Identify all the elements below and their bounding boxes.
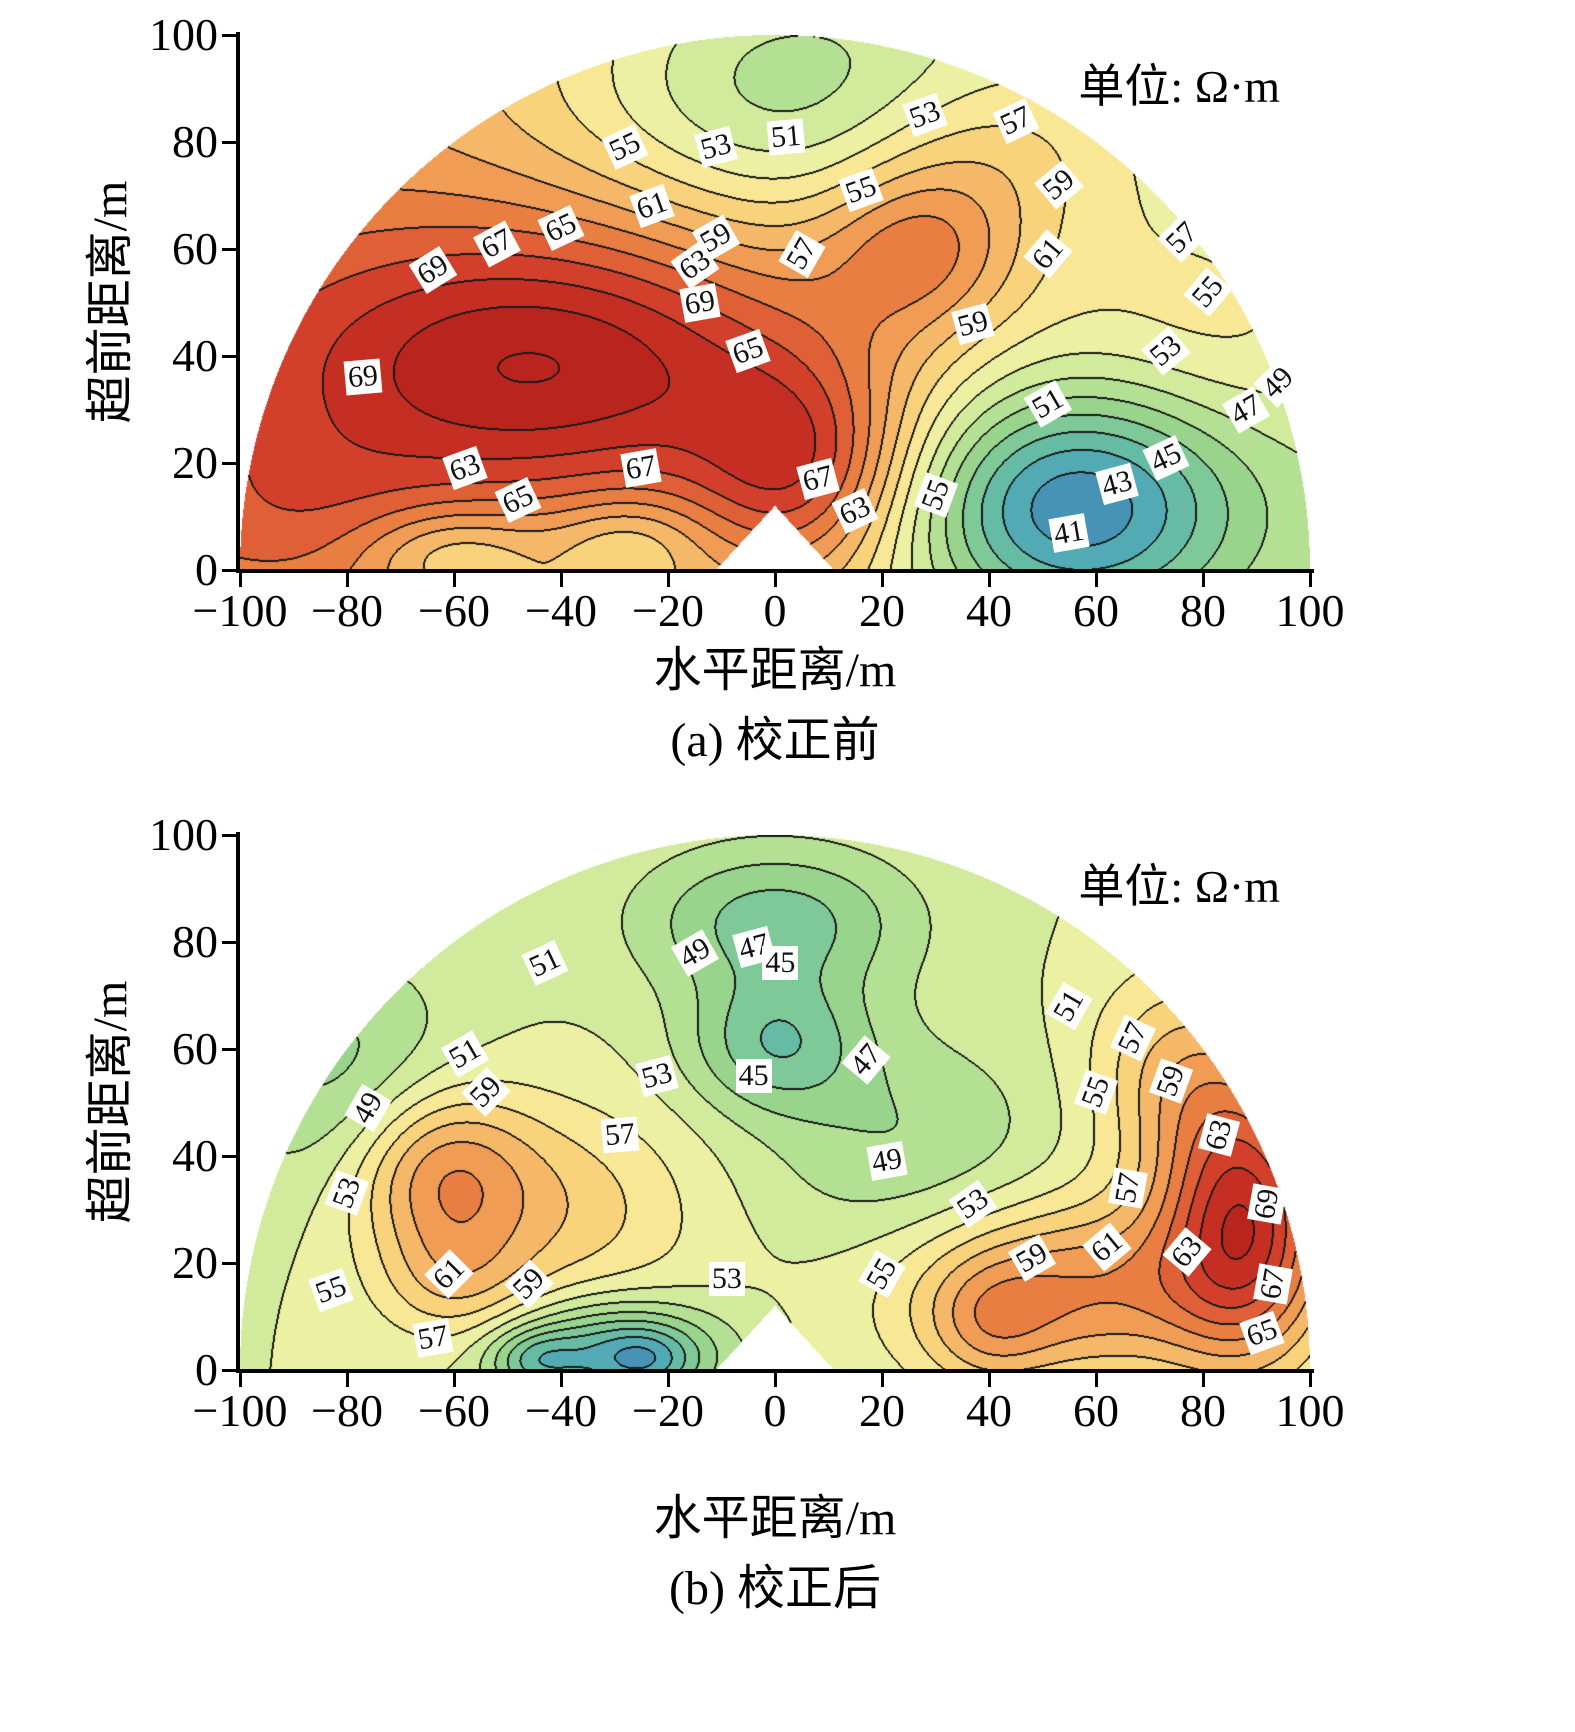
x-axis-spine [236,1369,1314,1373]
x-axis-label: 水平距离/m [653,644,897,697]
contour-label: 69 [1247,1183,1288,1225]
y-tick-label: 40 [172,330,218,381]
y-tick-label: 60 [172,223,218,274]
x-tick-label: −40 [525,585,597,636]
y-axis-spine [236,32,240,573]
x-tick-mark [773,573,777,587]
y-tick-label: 80 [172,916,218,967]
x-tick-mark [1094,1373,1098,1387]
contour-label: 69 [343,358,383,396]
y-tick-mark [222,354,236,358]
contour-label: 51 [766,118,806,156]
contour-label: 69 [679,282,721,323]
x-tick-mark [880,573,884,587]
x-tick-label: −60 [418,585,490,636]
contour-label: 41 [1048,512,1090,553]
x-tick-label: 60 [1073,1385,1119,1436]
x-tick-label: 60 [1073,585,1119,636]
x-tick-label: −80 [311,585,383,636]
contour-label: 45 [762,946,799,981]
figure-caption-a: (a) 校正前 [670,714,880,767]
x-tick-label: 0 [763,585,787,636]
x-tick-mark [987,1373,991,1387]
x-tick-mark [666,1373,670,1387]
x-tick-mark [452,1373,456,1387]
y-axis-label: 超前距离/m [84,980,137,1224]
x-tick-label: 80 [1180,1385,1226,1436]
y-tick-mark [222,461,236,465]
y-tick-mark [222,833,236,837]
contour-label: 57 [600,1116,640,1154]
x-axis-label: 水平距离/m [653,1492,897,1545]
contour-label: 67 [1252,1263,1293,1306]
figure-caption-b: (b) 校正后 [669,1562,881,1615]
y-tick-label: 0 [195,1344,218,1395]
x-tick-label: −20 [632,585,704,636]
unit-label: 单位: Ω·m [1078,861,1280,912]
y-tick-label: 0 [195,544,218,595]
x-tick-mark [773,1373,777,1387]
y-tick-mark [222,140,236,144]
contour-label: 57 [411,1318,454,1358]
x-tick-label: 100 [1275,1385,1345,1436]
x-tick-mark [345,573,349,587]
y-tick-label: 100 [149,809,218,860]
contour-figure-a: −100 −80 −60 −40 −20 0 20 40 60 80 100 0 20 40 60 80 10… [0,0,1575,790]
unit-label: 单位: Ω·m [1078,61,1280,112]
x-tick-label: −40 [525,1385,597,1436]
x-tick-label: 20 [859,1385,905,1436]
x-tick-label: 40 [966,585,1012,636]
y-tick-label: 20 [172,437,218,488]
x-tick-mark [1201,573,1205,587]
y-tick-mark [222,940,236,944]
y-tick-mark [222,1154,236,1158]
y-tick-label: 60 [172,1023,218,1074]
x-tick-label: 100 [1275,585,1345,636]
x-tick-label: −60 [418,1385,490,1436]
x-tick-mark [1308,573,1312,587]
x-tick-mark [880,1373,884,1387]
x-tick-label: −80 [311,1385,383,1436]
x-tick-label: −100 [192,1385,288,1436]
y-tick-label: 80 [172,116,218,167]
y-tick-mark [222,1368,236,1372]
x-tick-mark [559,1373,563,1387]
y-tick-label: 100 [149,9,218,60]
y-axis-spine [236,832,240,1373]
x-tick-label: 80 [1180,585,1226,636]
contour-label: 49 [866,1141,909,1182]
x-tick-mark [559,573,563,587]
x-axis-spine [236,569,1314,573]
y-axis-label: 超前距离/m [84,180,137,424]
x-tick-mark [1308,1373,1312,1387]
y-tick-mark [222,568,236,572]
x-tick-mark [1201,1373,1205,1387]
y-tick-mark [222,1047,236,1051]
x-tick-label: −100 [192,585,288,636]
y-tick-mark [222,1261,236,1265]
x-tick-mark [452,573,456,587]
contour-plot-canvas-b [240,835,1310,1370]
x-tick-mark [987,573,991,587]
x-tick-mark [238,1373,242,1387]
x-tick-label: 0 [763,1385,787,1436]
y-tick-label: 40 [172,1130,218,1181]
x-tick-mark [1094,573,1098,587]
contour-label: 57 [1108,1167,1148,1209]
x-tick-mark [238,573,242,587]
x-tick-mark [345,1373,349,1387]
y-tick-mark [222,33,236,37]
x-tick-label: −20 [632,1385,704,1436]
x-tick-label: 40 [966,1385,1012,1436]
x-tick-label: 20 [859,585,905,636]
x-tick-mark [666,573,670,587]
y-tick-label: 20 [172,1237,218,1288]
y-tick-mark [222,247,236,251]
contour-label: 45 [735,1058,772,1093]
contour-figure-b: −100 −80 −60 −40 −20 0 20 40 60 80 100 0 20 40 60 80 10… [0,800,1575,1732]
contour-label: 53 [708,1262,745,1297]
contour-label: 67 [620,448,662,489]
